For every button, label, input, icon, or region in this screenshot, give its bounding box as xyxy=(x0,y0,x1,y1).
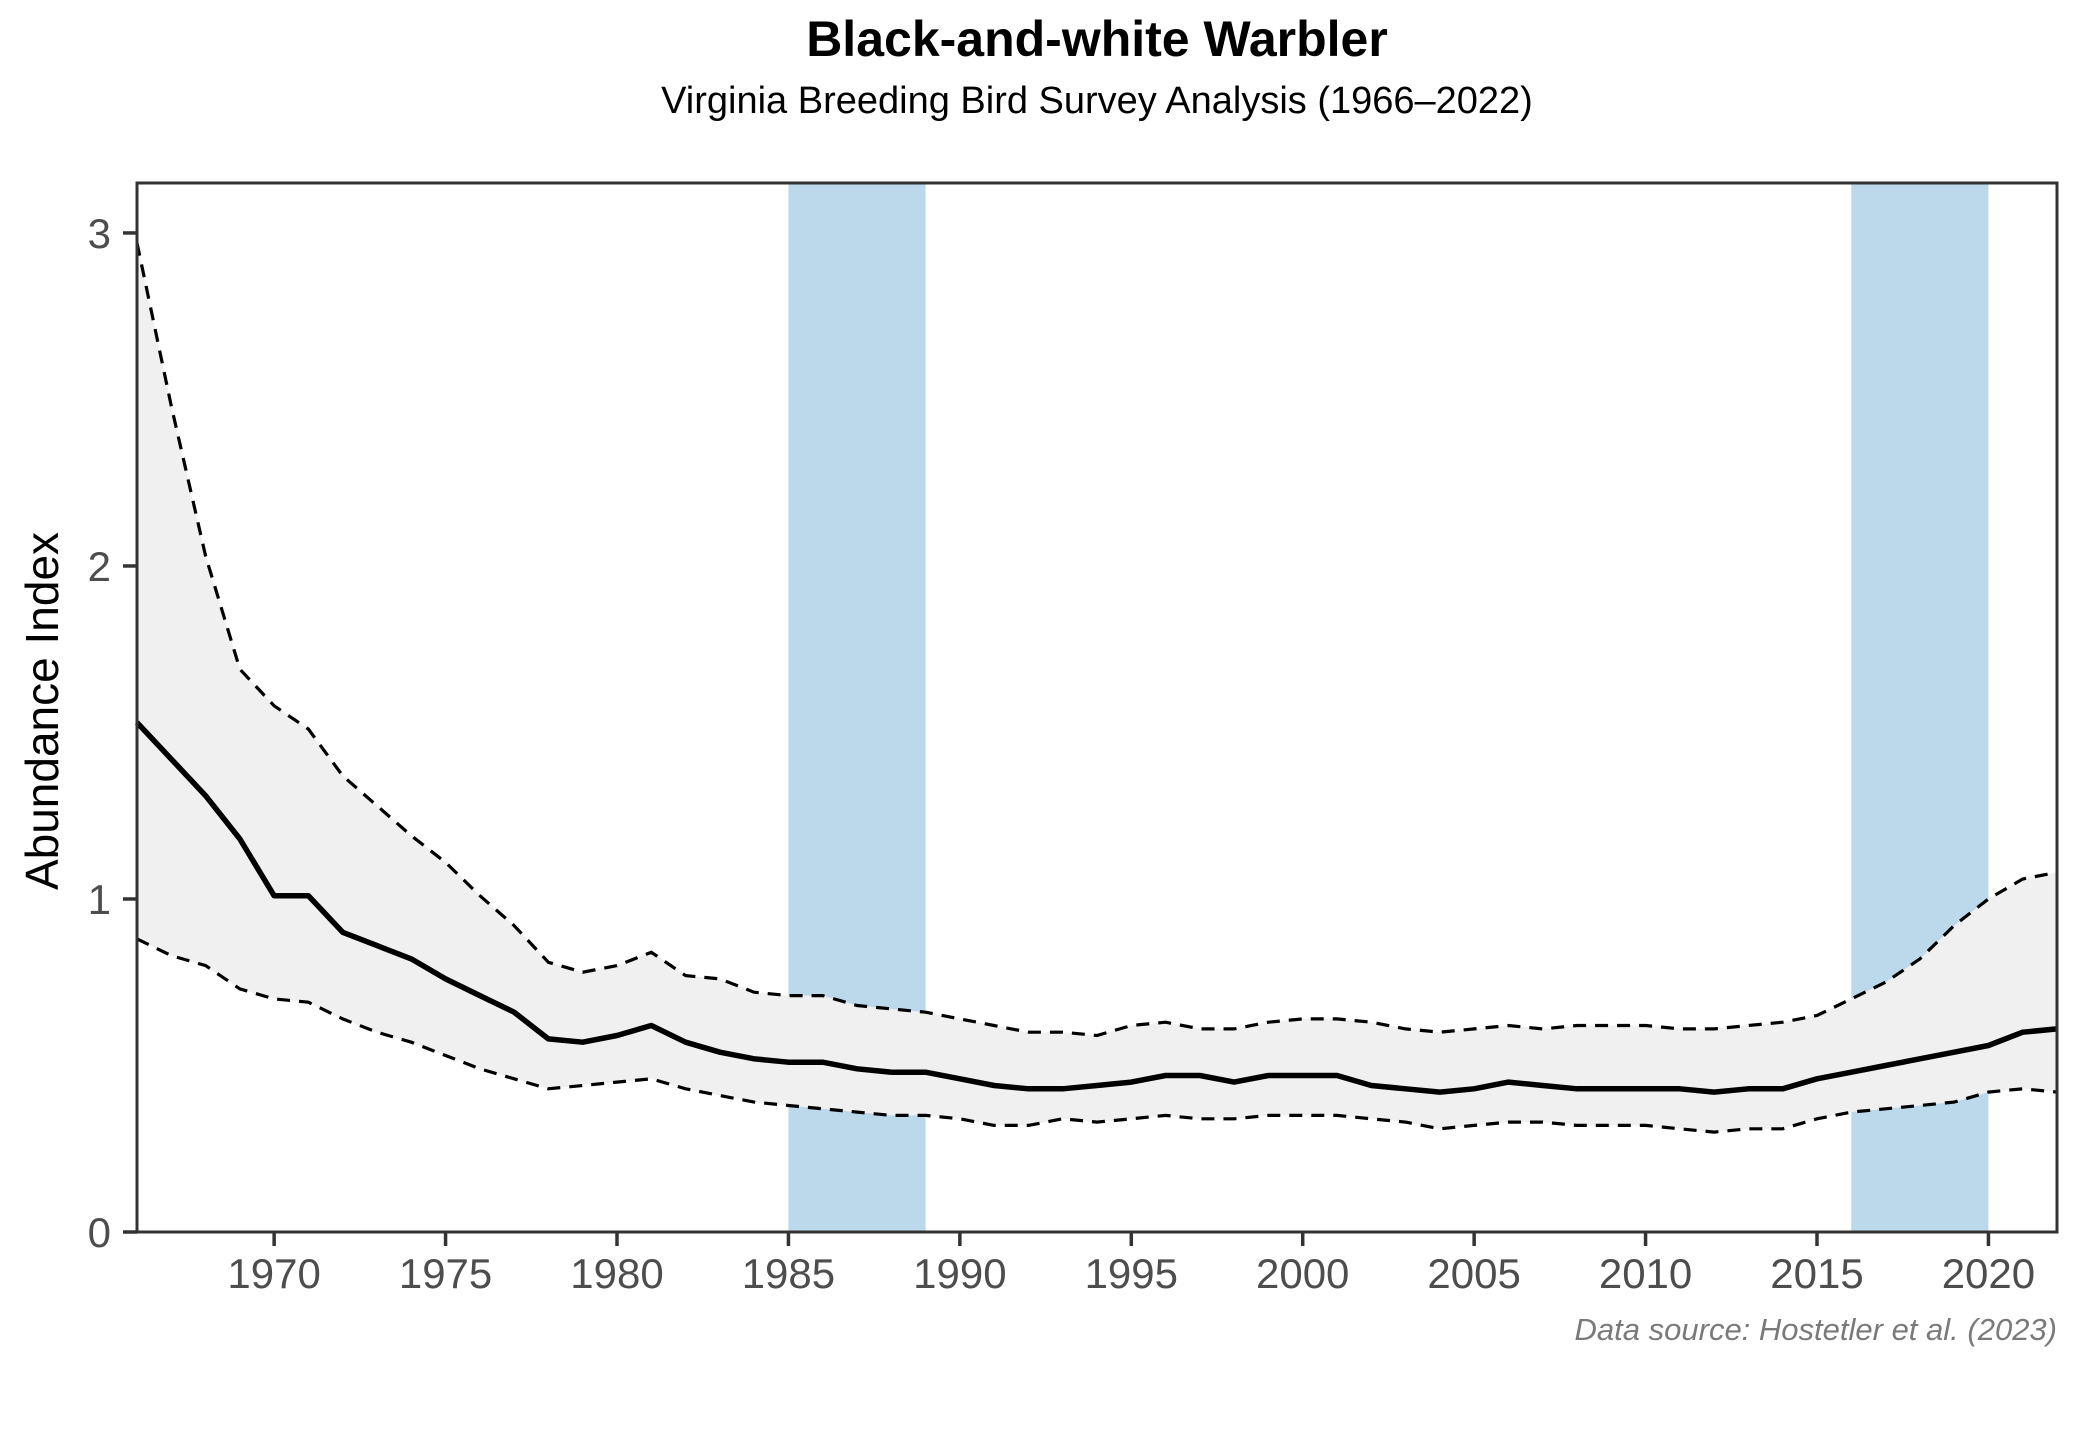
lower-ci-line xyxy=(136,937,2058,1134)
y-tick-label: 2 xyxy=(88,543,111,590)
x-tick-label: 2015 xyxy=(1770,1250,1863,1297)
x-tick-label: 1970 xyxy=(227,1250,320,1297)
x-tick-label: 2005 xyxy=(1427,1250,1520,1297)
abundance-line xyxy=(134,720,2058,1095)
y-tick-label: 3 xyxy=(88,210,111,257)
x-tick-label: 2020 xyxy=(1942,1250,2035,1297)
y-tick-label: 0 xyxy=(88,1209,111,1256)
y-axis-title: Abundance Index xyxy=(16,531,68,891)
chart-subtitle: Virginia Breeding Bird Survey Analysis (… xyxy=(661,80,1533,122)
confidence-ribbon xyxy=(137,242,2057,1133)
x-tick-label: 1990 xyxy=(913,1250,1006,1297)
x-tick-label: 1975 xyxy=(399,1250,492,1297)
x-tick-label: 1980 xyxy=(570,1250,663,1297)
x-tick-label: 2010 xyxy=(1599,1250,1692,1297)
x-tick-label: 2000 xyxy=(1256,1250,1349,1297)
x-tick-label: 1985 xyxy=(742,1250,835,1297)
chart-title: Black-and-white Warbler xyxy=(806,11,1388,67)
upper-ci-line xyxy=(135,242,2058,1038)
y-tick-label: 1 xyxy=(88,876,111,923)
x-tick-label: 1995 xyxy=(1085,1250,1178,1297)
data-source-caption: Data source: Hostetler et al. (2023) xyxy=(1574,1312,2057,1347)
panel-border xyxy=(135,181,2059,1234)
